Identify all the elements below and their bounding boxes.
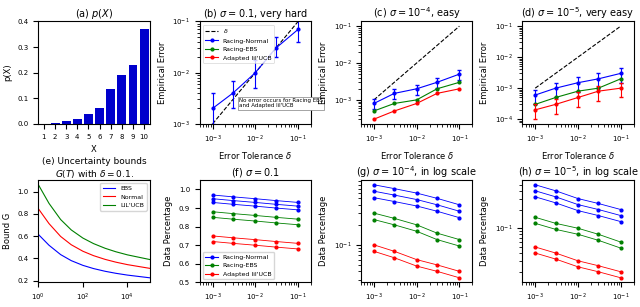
Y-axis label: Data Percentage: Data Percentage (164, 196, 173, 266)
LIL'UCB (146, 258, 154, 261)
LIL'UCB (45, 202, 53, 205)
LIL'UCB (79, 236, 87, 240)
EBS (90, 267, 97, 270)
Bar (62, 121, 70, 124)
LIL'UCB (67, 228, 75, 232)
Title: (f) $\sigma = 0.1$: (f) $\sigma = 0.1$ (231, 166, 280, 179)
LIL'UCB (90, 242, 97, 245)
Legend: Racing-Normal, Racing-EBS, Adapted lil'UCB: Racing-Normal, Racing-EBS, Adapted lil'U… (203, 252, 274, 279)
EBS (146, 276, 154, 280)
Normal (79, 249, 87, 253)
Y-axis label: Empirical Error: Empirical Error (319, 41, 328, 104)
$\delta$ (229, 98, 237, 101)
Normal (90, 254, 97, 258)
Normal (146, 266, 154, 270)
Bar (95, 108, 104, 124)
Title: (c) $\sigma = 10^{-4}$, easy: (c) $\sigma = 10^{-4}$, easy (372, 6, 461, 21)
Line: EBS: EBS (38, 235, 150, 278)
LIL'UCB (124, 253, 131, 257)
Normal (112, 260, 120, 264)
Y-axis label: Empirical Error: Empirical Error (157, 41, 166, 104)
Normal (67, 243, 75, 247)
Normal (57, 235, 65, 238)
Bar (140, 29, 148, 124)
Title: (g) $\sigma = 10^{-4}$, in log scale: (g) $\sigma = 10^{-4}$, in log scale (356, 164, 477, 180)
Legend: $\delta$, Racing-Normal, Racing-EBS, Adapted lil'UCB: $\delta$, Racing-Normal, Racing-EBS, Ada… (203, 25, 274, 63)
LIL'UCB (35, 183, 42, 187)
Y-axis label: Data Percentage: Data Percentage (319, 196, 328, 266)
Title: (e) Uncertainty bounds
$G(T)$ with $\delta=0.1$.: (e) Uncertainty bounds $G(T)$ with $\del… (42, 157, 147, 180)
Normal (45, 222, 53, 225)
X-axis label: Error Tolerance $\delta$: Error Tolerance $\delta$ (541, 150, 615, 161)
Title: (h) $\sigma = 10^{-5}$, in log scale: (h) $\sigma = 10^{-5}$, in log scale (518, 164, 638, 180)
EBS (101, 270, 109, 273)
Title: (a) $p(X)$: (a) $p(X)$ (75, 7, 113, 21)
EBS (57, 253, 65, 256)
Bar (73, 119, 82, 124)
Line: LIL'UCB: LIL'UCB (38, 185, 150, 259)
Bar (129, 65, 138, 124)
Y-axis label: Bound G: Bound G (3, 213, 12, 249)
X-axis label: Error Tolerance $\delta$: Error Tolerance $\delta$ (380, 150, 454, 161)
$\delta$ (272, 46, 280, 50)
EBS (79, 263, 87, 267)
Normal (35, 207, 42, 211)
Line: $\delta$: $\delta$ (212, 21, 298, 124)
EBS (124, 273, 131, 277)
LIL'UCB (101, 247, 109, 250)
Bar (106, 89, 115, 124)
Y-axis label: Empirical Error: Empirical Error (480, 41, 489, 104)
Y-axis label: Data Percentage: Data Percentage (481, 196, 490, 266)
EBS (67, 259, 75, 262)
$\delta$ (209, 122, 216, 126)
X-axis label: X: X (91, 145, 97, 154)
Y-axis label: p(X): p(X) (3, 64, 12, 81)
EBS (112, 271, 120, 275)
Legend: EBS, Normal, LIL'UCB: EBS, Normal, LIL'UCB (100, 183, 147, 211)
$\delta$ (252, 71, 259, 75)
$\delta$ (294, 20, 302, 23)
Title: (b) $\sigma = 0.1$, very hard: (b) $\sigma = 0.1$, very hard (203, 7, 308, 21)
Title: (d) $\sigma = 10^{-5}$, very easy: (d) $\sigma = 10^{-5}$, very easy (522, 6, 635, 21)
EBS (45, 243, 53, 247)
Line: Normal: Normal (38, 209, 150, 268)
Normal (124, 263, 131, 266)
LIL'UCB (57, 218, 65, 221)
EBS (35, 233, 42, 236)
Bar (84, 114, 93, 124)
LIL'UCB (112, 250, 120, 254)
X-axis label: Error Tolerance $\delta$: Error Tolerance $\delta$ (218, 150, 292, 161)
Bar (117, 75, 126, 124)
Text: No error occurs for Racing EBS
and Adapted lil'UCB: No error occurs for Racing EBS and Adapt… (239, 98, 323, 108)
Bar (51, 122, 60, 124)
Normal (101, 258, 109, 261)
